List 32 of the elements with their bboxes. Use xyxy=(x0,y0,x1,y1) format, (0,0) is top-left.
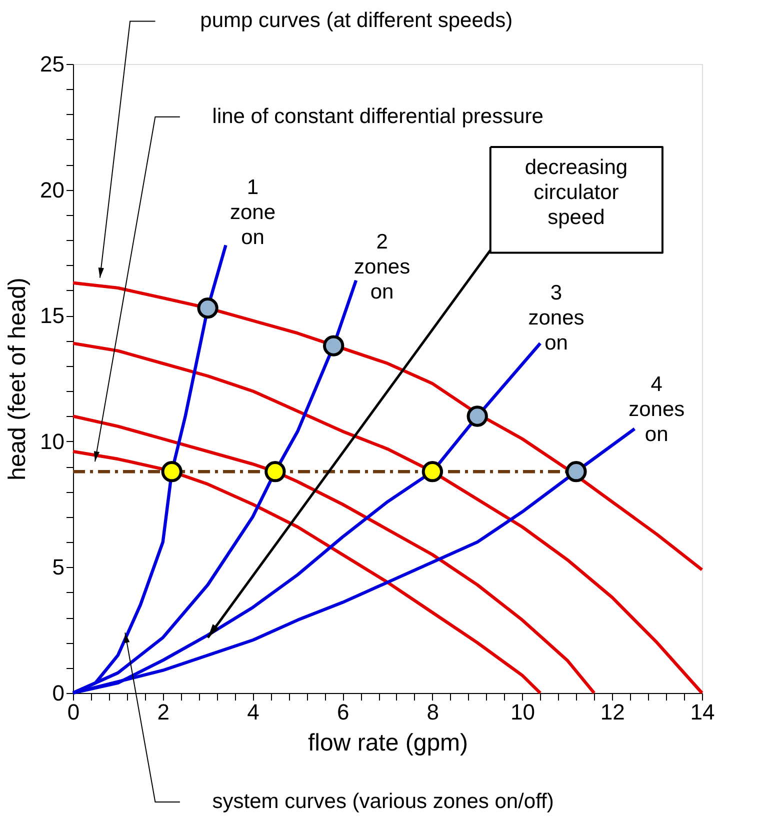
annotation: decreasing circulator speed xyxy=(524,156,628,230)
annotation: 3 zones on xyxy=(528,281,584,354)
x-tick-label: 8 xyxy=(426,700,440,724)
y-tick-label: 0 xyxy=(52,680,64,706)
point xyxy=(466,406,488,427)
annotation: 1 zone on xyxy=(230,176,276,250)
text: system curves (various zones on/off) xyxy=(212,790,554,813)
annotation: 4 zones on xyxy=(628,372,685,446)
text: pump curves (at different speeds) xyxy=(200,9,513,32)
x-tick-label: 12 xyxy=(600,700,625,724)
y-axis-title: head (feet of head) xyxy=(4,278,32,480)
point xyxy=(566,461,587,482)
y-tick-label: 5 xyxy=(52,554,64,580)
y-tick-label: 25 xyxy=(40,52,64,76)
point xyxy=(161,461,182,482)
annotation: 2 zones on xyxy=(354,230,410,304)
x-tick-label: 2 xyxy=(157,700,170,724)
line-series xyxy=(71,450,542,695)
point xyxy=(264,461,286,482)
y-tick-label: 15 xyxy=(40,303,64,328)
x-tick-label: 10 xyxy=(510,700,536,724)
line-series xyxy=(71,281,704,572)
y-tick-label: 10 xyxy=(40,428,64,454)
annotation: line of constant differential pressure xyxy=(212,104,544,128)
x-tick-label: 6 xyxy=(336,700,350,724)
x-axis-title: flow rate (gpm) xyxy=(308,730,468,756)
x-tick-label: 14 xyxy=(690,700,715,724)
x-tick-label: 4 xyxy=(247,700,260,724)
point xyxy=(323,335,344,356)
point xyxy=(422,461,444,482)
point xyxy=(197,297,218,319)
y-tick-label: 20 xyxy=(40,177,64,202)
